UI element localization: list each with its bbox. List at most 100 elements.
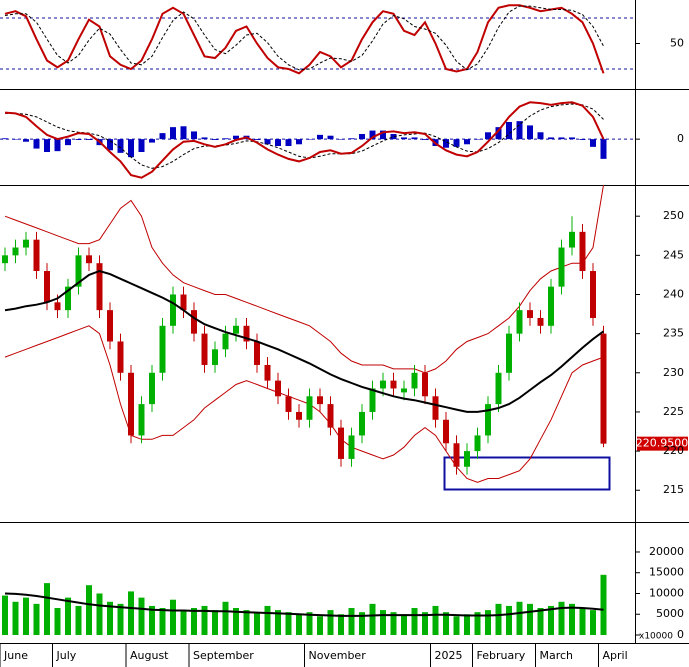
y-tick-label: 15000 (649, 566, 684, 579)
candle-body (233, 325, 239, 334)
signal-line (5, 103, 604, 169)
volume-bar (590, 610, 596, 635)
candle-body (317, 396, 323, 405)
volume-bar (474, 612, 481, 635)
histogram-bar (65, 139, 71, 146)
volume-bar (75, 605, 82, 635)
histogram-bar (443, 139, 449, 148)
candle-body (453, 443, 460, 467)
volume-bar (23, 597, 29, 635)
histogram-bar (275, 139, 281, 146)
x-tick-label: July (56, 649, 77, 662)
candle-body (191, 310, 197, 334)
volume-bar (138, 597, 145, 635)
histogram-bar (264, 139, 271, 145)
volume-bar (569, 603, 575, 635)
candle-body (75, 255, 82, 287)
candle-body (390, 380, 397, 389)
candle-body (33, 239, 40, 271)
volume-bar (2, 595, 8, 635)
histogram-bar (254, 139, 260, 140)
candle-body (537, 317, 544, 326)
histogram-bar (170, 127, 176, 140)
histogram-bar (569, 137, 575, 140)
candle-body (170, 294, 176, 326)
volume-unit: x10000 (639, 632, 673, 642)
candle-body (149, 372, 155, 405)
candle-body (212, 349, 218, 365)
candle-body (107, 310, 113, 342)
last-price-box (637, 436, 688, 451)
last-price-label: 220.9500 (636, 437, 689, 450)
candle-body (138, 404, 145, 436)
histogram-bar (327, 135, 334, 140)
moving-average (4, 269, 605, 413)
histogram-bar (128, 139, 134, 158)
y-tick-label: 0 (677, 628, 684, 641)
candle-body (306, 396, 313, 420)
candle-body (338, 427, 344, 459)
histogram-bar (54, 139, 61, 152)
volume-bar (327, 610, 334, 635)
histogram-bar (191, 131, 197, 140)
histogram-bar (138, 139, 145, 152)
volume-bar (233, 608, 239, 635)
histogram-bar (296, 139, 302, 145)
x-tick-label: September (193, 649, 254, 662)
candle-body (86, 255, 92, 264)
x-tick-label: August (130, 649, 169, 662)
candle-body (254, 341, 260, 365)
y-tick-label: 225 (663, 405, 684, 418)
histogram-bar (600, 139, 607, 159)
histogram-bar (75, 139, 82, 140)
volume-bar (401, 614, 407, 635)
volume-bar (338, 614, 344, 635)
x-tick-label: June (3, 649, 28, 662)
histogram-bar (464, 139, 470, 145)
histogram-bar (548, 137, 554, 140)
volume-bar (348, 608, 355, 635)
volume-bar (600, 574, 607, 635)
histogram-bar (401, 137, 407, 140)
histogram-bar (44, 139, 50, 152)
volume-bar (149, 605, 155, 635)
volume-bar (432, 605, 439, 635)
histogram-bar (317, 134, 323, 140)
volume-bar (390, 612, 397, 635)
histogram-bar (233, 135, 239, 140)
volume-bar (54, 608, 61, 635)
histogram-bar (149, 139, 155, 143)
volume-bar (359, 612, 365, 635)
histogram-bar (527, 125, 533, 140)
candle-body (180, 294, 187, 311)
volume-bar (201, 605, 208, 635)
y-tick-label: 215 (663, 483, 684, 496)
volume-bar (464, 614, 470, 635)
histogram-bar (390, 134, 397, 140)
histogram-bar (579, 139, 586, 140)
volume-bar (275, 610, 281, 635)
histogram-bar (380, 130, 386, 140)
candle-body (243, 325, 250, 342)
candle-body (579, 231, 586, 271)
histogram-bar (23, 139, 29, 142)
histogram-bar (348, 138, 355, 140)
bollinger-lower (4, 325, 604, 483)
candle-body (264, 364, 271, 381)
volume-bar (86, 585, 92, 635)
volume-bar (495, 603, 502, 635)
volume-bar (380, 610, 386, 635)
y-tick-label: 5000 (656, 607, 684, 620)
candle-body (65, 286, 71, 311)
candle-body (12, 247, 19, 256)
volume-bar (117, 603, 124, 635)
candle-body (117, 341, 124, 373)
histogram-bar (117, 139, 124, 153)
candle-body (96, 263, 103, 311)
y-tick-label: 220 (663, 444, 684, 457)
y-tick-label: 245 (663, 248, 684, 261)
candle-body (296, 411, 302, 420)
histogram-bar (201, 137, 208, 140)
histogram-bar (495, 127, 502, 140)
